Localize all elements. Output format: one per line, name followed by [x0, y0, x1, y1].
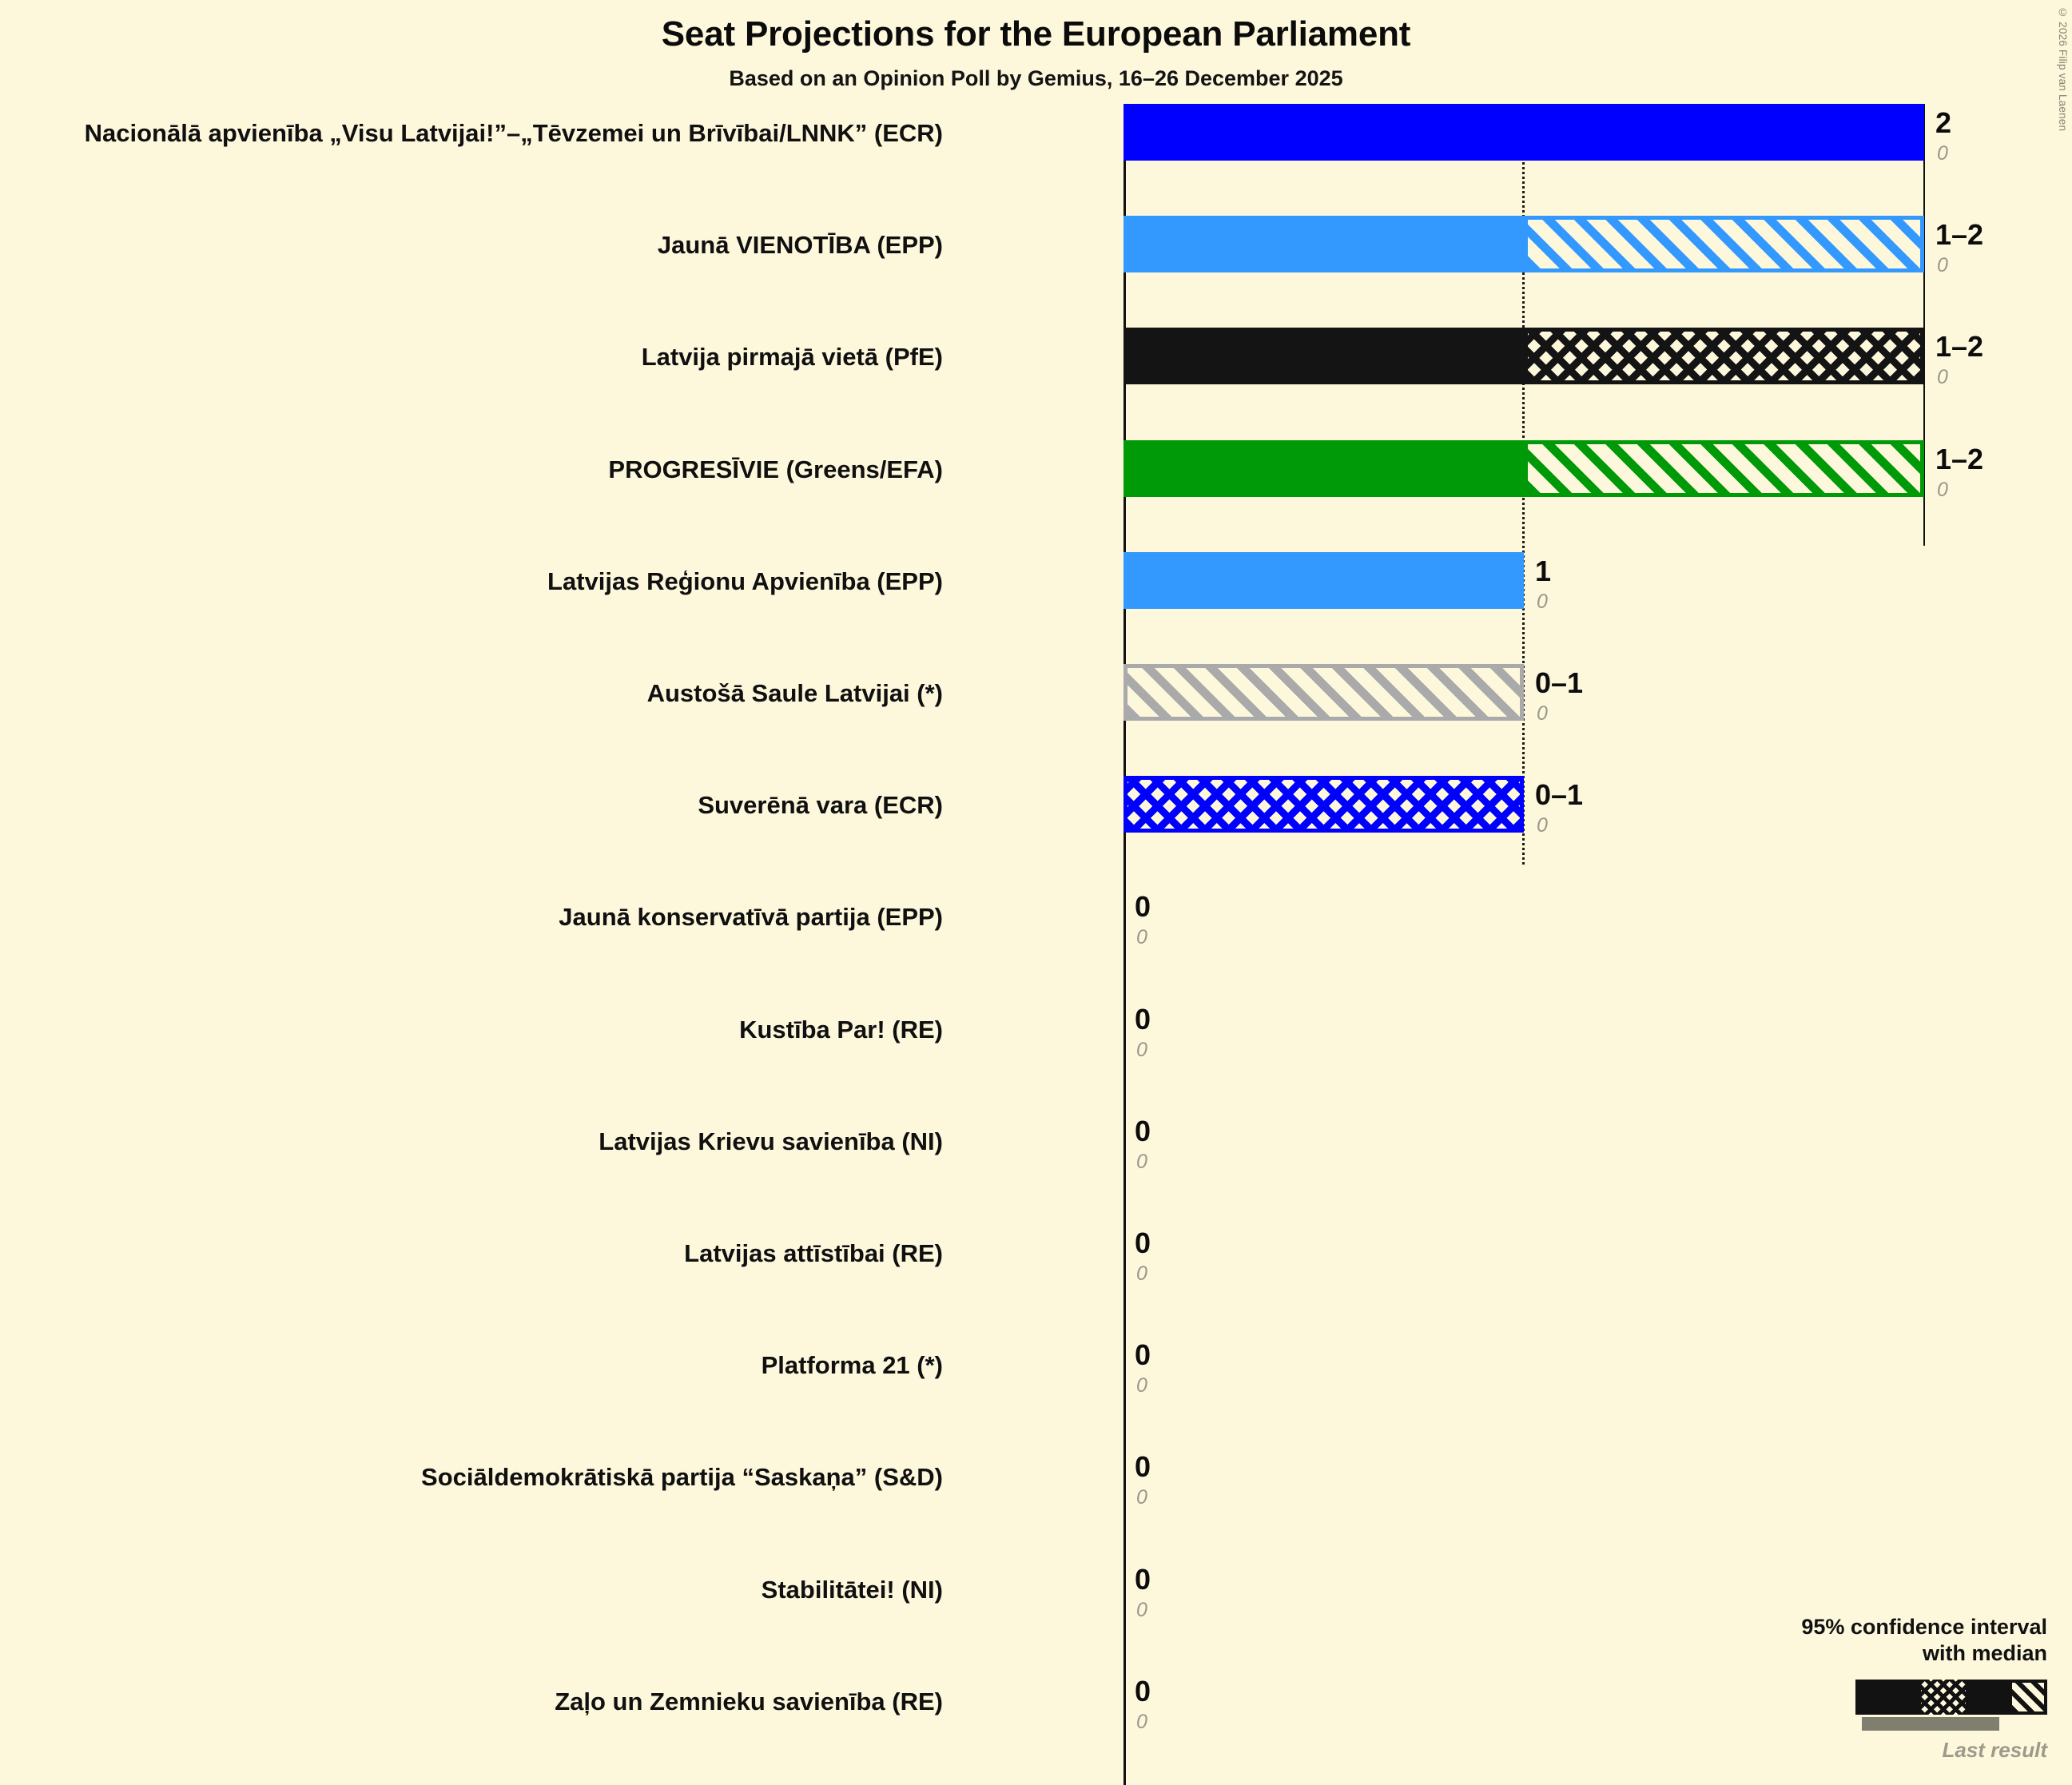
last-result-label: 0 [1537, 814, 1548, 837]
gridline-2-seats [1923, 104, 1925, 546]
bar-median-segment [1123, 216, 1524, 273]
bar [1123, 216, 1924, 273]
party-label: Austošā Saule Latvijai (*) [646, 679, 943, 707]
legend: 95% confidence interval with median Last… [1782, 1614, 2054, 1782]
seat-range-label: 2 [1935, 106, 1952, 139]
last-result-label: 0 [1136, 1262, 1147, 1285]
last-result-label: 0 [1136, 926, 1147, 949]
copyright-text: © 2026 Filip van Laenen [2057, 6, 2069, 132]
bar-median-segment [1123, 439, 1524, 497]
party-label: Platforma 21 (*) [761, 1351, 943, 1380]
bar-ci-crosshatch-segment [1524, 328, 1924, 385]
seat-range-label: 0 [1135, 1338, 1151, 1372]
last-result-label: 0 [1937, 142, 1948, 165]
bar-row: Jaunā konservatīvā partija (EPP) 0 0 [0, 888, 2072, 948]
bar-row: Platforma 21 (*) 0 0 [0, 1336, 2072, 1397]
seat-range-label: 0 [1135, 1674, 1151, 1707]
seat-range-label: 0–1 [1535, 666, 1584, 699]
last-result-label: 0 [1937, 366, 1948, 389]
chart-subtitle: Based on an Opinion Poll by Gemius, 16–2… [729, 66, 1343, 90]
copyright-notice: © 2026 Filip van Laenen [2040, 0, 2072, 320]
party-label: Suverēnā vara (ECR) [698, 791, 943, 820]
party-label: Jaunā VIENOTĪBA (EPP) [657, 231, 943, 260]
bar-row: Latvijas attīstībai (RE) 0 0 [0, 1224, 2072, 1285]
bar [1123, 664, 1524, 721]
bar-row: Kustība Par! (RE) 0 0 [0, 1000, 2072, 1061]
last-result-label: 0 [1937, 478, 1948, 501]
legend-caption-line2: with median [1922, 1640, 2047, 1665]
bar-row: Austošā Saule Latvijai (*) 0–1 0 [0, 664, 2072, 725]
party-label: Jaunā konservatīvā partija (EPP) [559, 903, 943, 932]
last-result-label: 0 [1136, 1038, 1147, 1061]
bar-row: PROGRESĪVIE (Greens/EFA) 1–2 0 [0, 439, 2072, 501]
bar-row: Latvijas Krievu savienība (NI) 0 0 [0, 1112, 2072, 1173]
party-label: Sociāldemokrātiskā partija “Saskaņa” (S&… [421, 1463, 943, 1492]
party-label: Latvija pirmajā vietā (PfE) [641, 343, 943, 372]
page-title: Seat Projections for the European Parlia… [661, 14, 1411, 54]
bar [1123, 439, 1924, 497]
last-result-label: 0 [1937, 254, 1948, 277]
bar-row: Suverēnā vara (ECR) 0–1 0 [0, 776, 2072, 837]
bar-ci-diagonal-segment [1524, 439, 1924, 497]
bar-ci-diagonal-segment [1524, 216, 1924, 273]
bar-ci-crosshatch-segment [1123, 776, 1524, 833]
bar-row: Zaļo un Zemnieku savienība (RE) 0 0 [0, 1672, 2072, 1733]
bar [1123, 776, 1524, 833]
bar [1123, 551, 1524, 609]
party-label: Latvijas Reģionu Apvienība (EPP) [547, 567, 943, 595]
last-result-label: 0 [1537, 590, 1548, 613]
legend-last-result-bar [1862, 1717, 1999, 1731]
party-label: Latvijas attīstībai (RE) [684, 1239, 943, 1267]
bar-median-segment [1123, 328, 1524, 385]
seat-range-label: 1–2 [1935, 330, 1984, 364]
bar-median-segment [1123, 104, 1924, 161]
bar-ci-diagonal-segment [1123, 664, 1524, 721]
bar-row: Sociāldemokrātiskā partija “Saskaņa” (S&… [0, 1448, 2072, 1509]
party-label: PROGRESĪVIE (Greens/EFA) [608, 455, 943, 483]
seat-range-label: 0 [1135, 1562, 1151, 1596]
seat-range-label: 0 [1135, 1002, 1151, 1036]
last-result-label: 0 [1136, 1710, 1147, 1733]
party-label: Latvijas Krievu savienība (NI) [599, 1127, 943, 1155]
last-result-label: 0 [1136, 1598, 1147, 1621]
legend-caption: 95% confidence interval with median [1801, 1614, 2047, 1667]
legend-caption-line1: 95% confidence interval [1801, 1615, 2047, 1639]
party-label: Zaļo un Zemnieku savienība (RE) [555, 1687, 943, 1715]
last-result-label: 0 [1537, 702, 1548, 725]
legend-crosshatch-segment [1921, 1680, 1966, 1715]
party-label: Stabilitātei! (NI) [761, 1575, 943, 1604]
bar-row: Stabilitātei! (NI) 0 0 [0, 1560, 2072, 1621]
last-result-label: 0 [1136, 1150, 1147, 1173]
party-label: Nacionālā apvienība „Visu Latvijai!”–„Tē… [84, 119, 943, 147]
bar-median-segment [1123, 551, 1524, 609]
legend-sample-bar [1855, 1680, 2047, 1715]
seat-range-label: 0 [1135, 1226, 1151, 1259]
seat-range-label: 1 [1535, 554, 1552, 587]
seat-range-label: 0–1 [1535, 778, 1584, 812]
bar-row: Jaunā VIENOTĪBA (EPP) 1–2 0 [0, 216, 2072, 276]
seat-range-label: 1–2 [1935, 218, 1984, 252]
bar [1123, 328, 1924, 385]
legend-last-result-label: Last result [1942, 1738, 2048, 1762]
legend-diagonal-segment [2009, 1680, 2047, 1715]
bar-row: Latvija pirmajā vietā (PfE) 1–2 0 [0, 328, 2072, 388]
last-result-label: 0 [1136, 1486, 1147, 1509]
bar-row: Nacionālā apvienība „Visu Latvijai!”–„Tē… [0, 104, 2072, 165]
seat-range-label: 0 [1135, 1450, 1151, 1484]
party-label: Kustība Par! (RE) [739, 1015, 943, 1044]
seat-range-label: 0 [1135, 890, 1151, 924]
bar-row: Latvijas Reģionu Apvienība (EPP) 1 0 [0, 551, 2072, 613]
last-result-label: 0 [1136, 1374, 1147, 1397]
y-axis-line [1123, 104, 1126, 1785]
seat-range-label: 0 [1135, 1114, 1151, 1147]
bar [1123, 104, 1924, 161]
seat-range-label: 1–2 [1935, 442, 1984, 475]
